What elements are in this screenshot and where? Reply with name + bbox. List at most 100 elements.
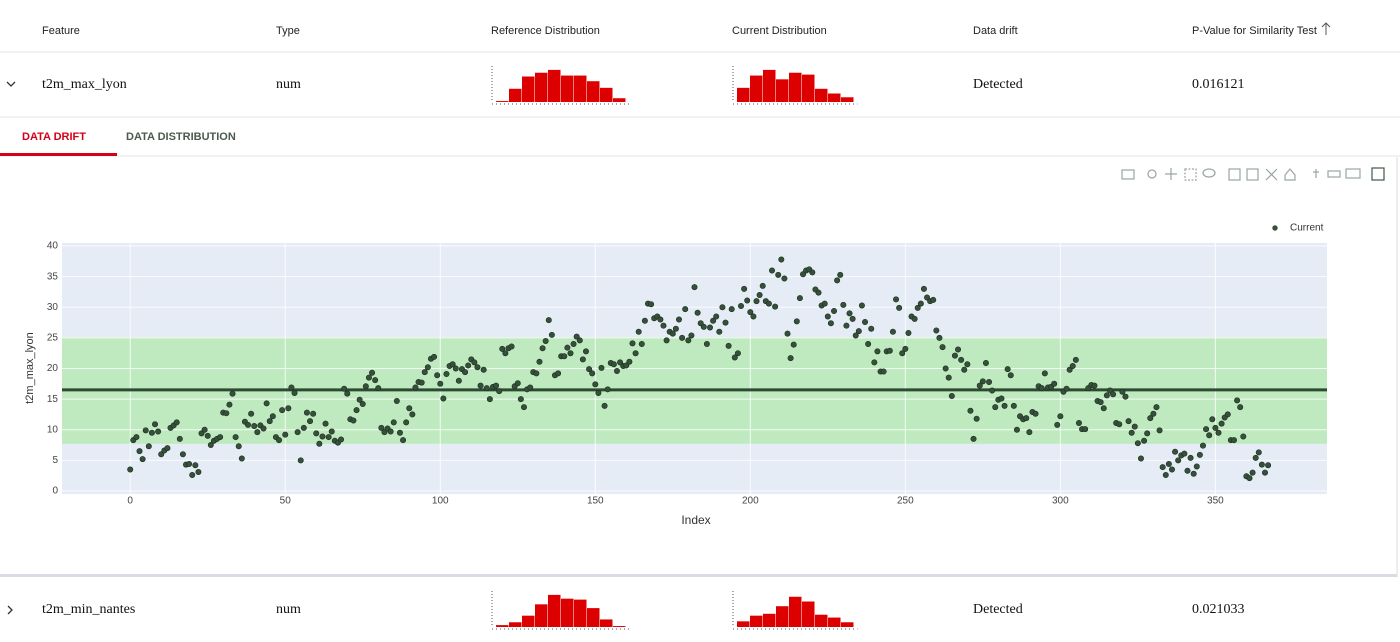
modebar-logo[interactable] (1371, 167, 1385, 181)
data-point (406, 405, 413, 412)
y-tick-label: 25 (47, 333, 59, 344)
data-point (1224, 411, 1231, 418)
data-point (508, 343, 515, 350)
data-point (136, 448, 143, 455)
data-point (1193, 463, 1200, 470)
data-point (1156, 427, 1163, 434)
data-point (465, 362, 472, 369)
tab[interactable]: DATA DRIFT (22, 131, 86, 143)
data-point (964, 361, 971, 368)
data-point (719, 304, 726, 311)
data-point (1038, 385, 1045, 392)
data-point (1184, 467, 1191, 474)
data-point (1199, 442, 1206, 449)
data-point (824, 313, 831, 320)
data-point (775, 271, 782, 278)
data-point (868, 325, 875, 332)
modebar-pan[interactable] (1165, 168, 1177, 180)
data-point (1122, 393, 1129, 400)
data-point (142, 427, 149, 434)
data-point (958, 356, 965, 363)
modebar-zoom[interactable] (1147, 169, 1157, 179)
modebar-select[interactable] (1184, 168, 1197, 181)
data-point (251, 423, 258, 430)
histogram-bar (548, 69, 561, 102)
data-point (1187, 454, 1194, 461)
data-point (849, 315, 856, 322)
data-point (917, 300, 924, 307)
modebar-lasso[interactable] (1202, 168, 1216, 178)
data-point (595, 389, 602, 396)
drift-status: Detected (973, 77, 1023, 92)
data-point (303, 409, 310, 416)
data-point (133, 434, 140, 441)
histogram-bar (776, 79, 789, 102)
modebar-reset[interactable] (1284, 168, 1296, 181)
tab[interactable]: DATA DISTRIBUTION (126, 131, 236, 143)
data-point (682, 306, 689, 313)
data-point (369, 369, 376, 376)
histogram-bar (548, 594, 561, 627)
modebar-zoom-in[interactable] (1228, 168, 1241, 181)
collapse-chevron[interactable] (6, 81, 16, 87)
modebar-zoom-out[interactable] (1246, 168, 1259, 181)
histogram-bar (815, 88, 828, 102)
data-point (204, 432, 211, 439)
data-point (164, 445, 171, 452)
histogram-bar (828, 93, 841, 102)
data-point (1172, 448, 1179, 455)
data-point (663, 337, 670, 344)
data-point (694, 309, 701, 316)
modebar-hover-closest[interactable] (1327, 170, 1341, 178)
data-point (675, 316, 682, 323)
data-point (787, 355, 794, 362)
data-point (1041, 370, 1048, 377)
data-point (613, 367, 620, 374)
data-point (409, 411, 416, 418)
data-point (874, 348, 881, 355)
legend-marker (1272, 225, 1278, 231)
data-point (955, 346, 962, 353)
y-tick-label: 35 (47, 271, 59, 282)
data-point (855, 328, 862, 335)
data-point (1150, 410, 1157, 417)
data-point (886, 347, 893, 354)
active-tab-indicator (0, 153, 117, 156)
data-point (282, 431, 289, 438)
data-point (353, 407, 360, 414)
data-point (319, 433, 326, 440)
modebar-autoscale[interactable] (1265, 168, 1278, 181)
data-point (871, 359, 878, 366)
data-point (499, 345, 506, 352)
modebar-hover-compare[interactable] (1345, 168, 1361, 179)
expand-chevron[interactable] (7, 605, 13, 615)
sort-arrow[interactable] (1321, 22, 1331, 35)
data-point (449, 361, 456, 368)
modebar-camera[interactable] (1121, 169, 1135, 180)
histogram-bar (496, 625, 509, 627)
data-point (933, 327, 940, 334)
data-point (759, 282, 766, 289)
modebar-spike[interactable] (1313, 169, 1319, 178)
data-point (648, 301, 655, 308)
data-point (564, 344, 571, 351)
data-point (341, 385, 348, 392)
data-point (235, 443, 242, 450)
data-point (1252, 454, 1259, 461)
column-header: P-Value for Similarity Test (1192, 25, 1317, 37)
data-point (846, 310, 853, 317)
data-point (778, 256, 785, 263)
data-point (601, 402, 608, 409)
data-point (784, 330, 791, 337)
data-point (905, 329, 912, 336)
data-point (362, 383, 369, 390)
data-point (517, 396, 524, 403)
data-point (576, 337, 583, 344)
data-point (1116, 421, 1123, 428)
data-point (1072, 356, 1079, 363)
data-point (403, 419, 410, 426)
data-point (378, 424, 385, 431)
data-point (1255, 449, 1262, 456)
histogram-bar (815, 614, 828, 627)
